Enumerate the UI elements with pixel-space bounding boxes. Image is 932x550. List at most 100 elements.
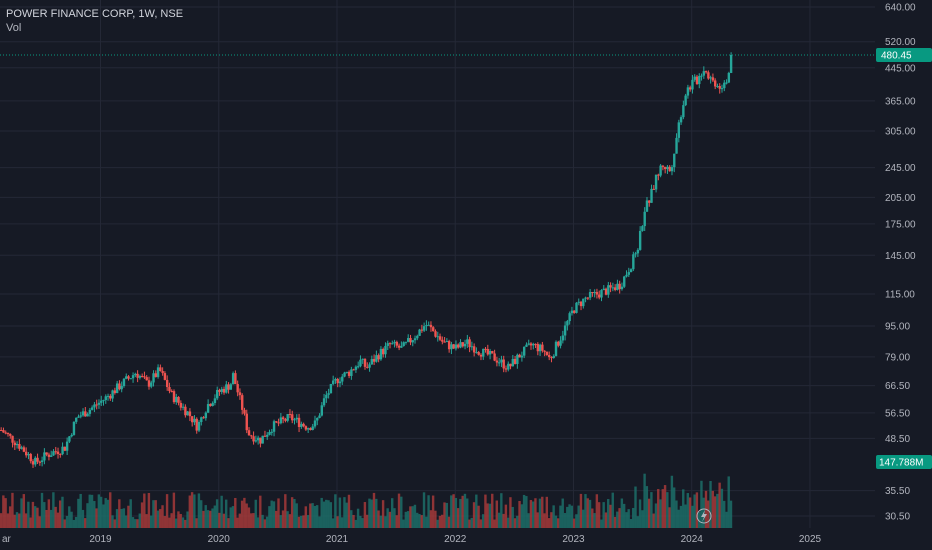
volume-bar	[293, 498, 296, 528]
volume-bar	[190, 492, 194, 528]
volume-bar	[172, 492, 176, 528]
candle-body	[27, 454, 30, 456]
candle-body	[652, 188, 655, 190]
volume-bar	[409, 506, 412, 528]
volume-bar	[88, 494, 91, 528]
x-tick-label: 2020	[208, 534, 231, 545]
volume-bar	[456, 508, 460, 528]
candle-body	[118, 383, 121, 390]
candle-body	[657, 174, 660, 176]
candle-body	[500, 359, 503, 363]
volume-bar	[259, 495, 262, 528]
volume-bar	[602, 502, 605, 528]
candle-body	[261, 435, 264, 444]
volume-bar	[170, 513, 173, 528]
volume-bar	[20, 498, 23, 528]
candle-body	[263, 435, 267, 437]
candle-body	[613, 287, 617, 290]
volume-bar	[38, 516, 41, 528]
candle-body	[154, 373, 158, 377]
y-tick-label: 205.00	[885, 193, 916, 204]
lightning-icon[interactable]	[696, 508, 712, 524]
volume-bar	[511, 506, 514, 528]
volume-bar	[102, 504, 105, 528]
volume-bar	[277, 498, 280, 528]
volume-bar	[618, 508, 621, 528]
volume-bar	[231, 506, 235, 528]
volume-bar	[161, 505, 164, 528]
candle-body	[488, 351, 492, 355]
candle-body	[620, 286, 624, 290]
volume-bar	[218, 512, 221, 528]
y-tick-label: 445.00	[885, 63, 916, 74]
volume-bar	[491, 493, 494, 528]
time-axis[interactable]: ar 2019 2020 2021 2022 2023 2024 2025	[2, 534, 822, 545]
volume-bar	[527, 513, 530, 528]
candle-body	[534, 343, 537, 345]
volume-bar	[652, 513, 655, 528]
candle-body	[452, 344, 455, 349]
price-axis[interactable]: 640.00 520.00 445.00 365.00 305.00 245.00 205.…	[885, 3, 916, 523]
volume-bar	[261, 514, 264, 528]
candle-body	[434, 331, 437, 337]
volume-bar	[497, 512, 501, 528]
candle-body	[659, 165, 662, 176]
x-tick-label: 2022	[444, 534, 467, 545]
candle-body	[397, 345, 401, 348]
volume-bar	[320, 497, 323, 528]
volume-bar	[531, 501, 535, 528]
volume-bar	[454, 497, 458, 528]
volume-bar	[475, 494, 478, 528]
candle-body	[432, 327, 435, 332]
volume-bar	[256, 517, 260, 528]
candle-body	[300, 423, 303, 428]
volume-bar	[338, 497, 342, 528]
volume-bar	[416, 512, 419, 528]
volume-bar	[513, 518, 517, 528]
y-tick-label: 175.00	[885, 219, 916, 230]
volume-bar	[154, 500, 157, 528]
volume-bar	[647, 498, 651, 528]
candle-body	[584, 297, 587, 299]
candle-body	[59, 454, 62, 456]
volume-bar	[597, 502, 601, 528]
candle-body	[436, 336, 439, 338]
volume-bar	[436, 519, 439, 528]
volume-bar	[290, 497, 294, 528]
volume-bar	[120, 508, 123, 528]
candle-body	[284, 419, 287, 421]
volume-bar	[47, 499, 51, 528]
volume-bar	[345, 502, 348, 528]
candle-body	[443, 341, 446, 343]
candle-body	[234, 373, 237, 385]
volume-bar	[27, 501, 30, 528]
volume-bar	[359, 515, 362, 528]
volume-bar	[584, 494, 587, 528]
volume-bar	[33, 506, 37, 528]
volume-bar	[145, 514, 148, 528]
candle-body	[518, 354, 521, 358]
candle-body	[386, 343, 389, 346]
candle-body	[720, 88, 724, 90]
volume-bar	[431, 495, 435, 528]
volume-bar	[479, 519, 483, 528]
candle-body	[245, 413, 248, 431]
candle-body	[457, 344, 460, 348]
candle-body	[686, 87, 690, 96]
volume-bar	[211, 508, 214, 528]
candle-body	[125, 376, 128, 379]
candle-body	[563, 325, 567, 336]
volume-bar	[356, 508, 360, 528]
volume-bar	[54, 506, 57, 528]
volume-bar	[538, 498, 542, 528]
volume-bar	[77, 498, 80, 528]
candle-body	[495, 360, 499, 363]
candle-body	[475, 352, 478, 354]
candle-body	[104, 396, 107, 401]
candle-body	[295, 417, 298, 420]
volume-bar	[661, 489, 664, 528]
volume-bar	[115, 509, 119, 528]
candle-body	[611, 287, 615, 289]
volume-bar	[215, 499, 219, 528]
